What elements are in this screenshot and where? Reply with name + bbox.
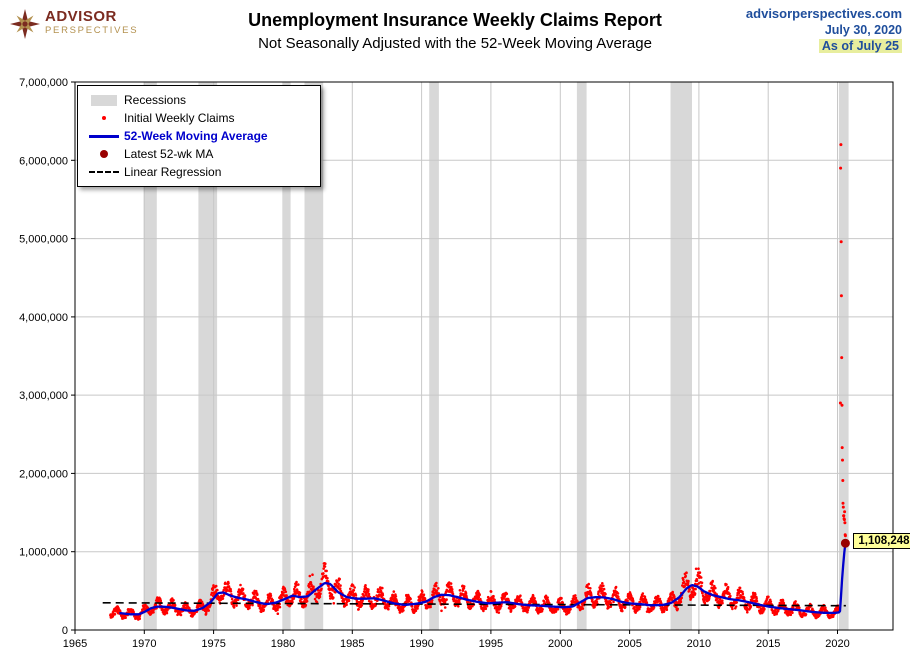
svg-text:7,000,000: 7,000,000	[19, 77, 68, 89]
svg-text:1975: 1975	[201, 638, 225, 650]
x-axis-labels: 1965 1970 1975 1980 1985 1990 1995 2000 2005 2010…	[63, 630, 850, 650]
svg-text:0: 0	[62, 625, 68, 637]
chart-legend: Recessions Initial Weekly Claims 52-Week…	[77, 85, 321, 187]
legend-item-linear-regression: Linear Regression	[84, 163, 314, 181]
svg-text:1985: 1985	[340, 638, 364, 650]
darkred-dot-swatch	[84, 150, 124, 158]
latest-ma-dot	[840, 538, 850, 548]
svg-text:3,000,000: 3,000,000	[19, 390, 68, 402]
svg-text:2000: 2000	[548, 638, 572, 650]
advisor-perspectives-logo: ADVISOR PERSPECTIVES	[10, 9, 138, 39]
compass-rose-icon	[10, 9, 40, 39]
svg-text:2010: 2010	[687, 638, 711, 650]
logo-line2: PERSPECTIVES	[45, 25, 139, 36]
initial-claims-scatter	[109, 143, 847, 621]
svg-text:2015: 2015	[756, 638, 780, 650]
site-link[interactable]: advisorperspectives.com	[745, 6, 902, 21]
svg-text:1,000,000: 1,000,000	[19, 547, 68, 559]
header-meta: advisorperspectives.com July 30, 2020 As…	[746, 6, 902, 54]
svg-text:2005: 2005	[617, 638, 641, 650]
recession-bands	[143, 82, 849, 630]
chart-titles: Unemployment Insurance Weekly Claims Rep…	[0, 0, 910, 54]
svg-text:1990: 1990	[409, 638, 433, 650]
y-axis-labels: 0 1,000,000 2,000,000 3,000,000 4,000,000 5,0…	[19, 77, 75, 637]
plot-frame	[74, 81, 894, 631]
logo-line1: ADVISOR	[45, 8, 117, 25]
legend-item-latest-ma: Latest 52-wk MA	[84, 145, 314, 163]
report-date: July 30, 2020	[824, 23, 902, 37]
blue-line-swatch	[84, 134, 124, 138]
svg-text:5,000,000: 5,000,000	[19, 234, 68, 246]
regression-line	[102, 601, 846, 607]
latest-ma-callout: 1,108,248	[853, 533, 910, 550]
page-subtitle: Not Seasonally Adjusted with the 52-Week…	[258, 35, 652, 52]
svg-text:1965: 1965	[63, 638, 87, 650]
svg-text:1995: 1995	[479, 638, 503, 650]
header: ADVISOR PERSPECTIVES Unemployment Insura…	[0, 0, 910, 72]
logo-text: ADVISOR PERSPECTIVES	[45, 9, 138, 37]
svg-text:2,000,000: 2,000,000	[19, 468, 68, 480]
legend-item-recessions: Recessions	[84, 91, 314, 109]
svg-text:1980: 1980	[271, 638, 295, 650]
red-dot-swatch	[84, 116, 124, 120]
legend-item-moving-average: 52-Week Moving Average	[84, 127, 314, 145]
svg-text:2020: 2020	[825, 638, 849, 650]
dashed-line-swatch	[84, 171, 124, 173]
moving-average-line	[118, 543, 847, 616]
claims-chart: 0 1,000,000 2,000,000 3,000,000 4,000,000 5,0…	[19, 77, 894, 650]
recession-swatch	[84, 94, 124, 106]
legend-item-initial-claims: Initial Weekly Claims	[84, 109, 314, 127]
svg-text:6,000,000: 6,000,000	[19, 155, 68, 167]
chart-area: 0 1,000,000 2,000,000 3,000,000 4,000,000 5,0…	[0, 72, 910, 661]
as-of-date: As of July 25	[746, 38, 902, 54]
page-title: Unemployment Insurance Weekly Claims Rep…	[248, 10, 662, 30]
svg-text:4,000,000: 4,000,000	[19, 312, 68, 324]
svg-text:1970: 1970	[132, 638, 156, 650]
